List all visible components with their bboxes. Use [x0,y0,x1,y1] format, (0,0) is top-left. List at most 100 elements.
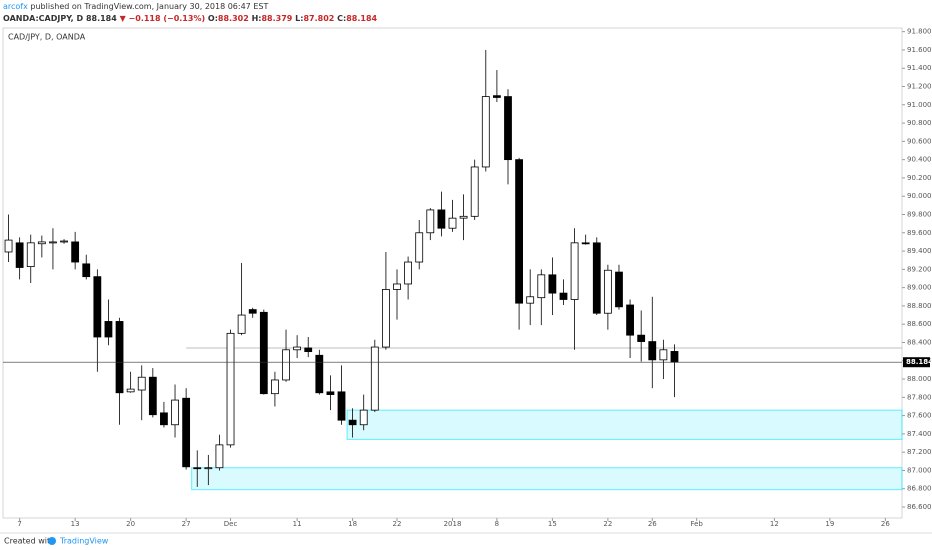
candle-body [4,239,13,253]
candle-body [537,274,546,299]
candle-body [670,351,679,363]
candle-body [259,311,268,395]
footer-brand[interactable]: TradingView [59,537,109,546]
x-tick-label: 13 [71,520,80,528]
y-tick-label: 88.800 [907,302,932,310]
candle-body [504,96,512,161]
y-tick-label: 90.200 [907,174,932,182]
candle-body [104,321,113,338]
y-tick-label: 90.800 [907,119,932,127]
x-tick-label: 22 [393,520,402,528]
candle-body [126,388,135,393]
y-tick-label: 89.000 [907,284,932,292]
candle-body [26,242,35,268]
y-tick-label: 90.400 [907,156,932,164]
candle-body [182,397,191,468]
candle-body [215,444,224,469]
ohlc-label: H: [251,14,262,23]
x-tick-label: 8 [495,520,499,528]
y-tick-label: 87.600 [907,412,932,420]
y-tick-label: 87.800 [907,393,932,401]
x-tick-label: 26 [881,520,890,528]
candle-body [526,296,535,304]
candle-body [171,399,179,426]
author[interactable]: arcofx [3,2,28,11]
candle-body [148,376,157,416]
y-tick-label: 88.000 [907,375,932,383]
candle-body [237,314,246,334]
candle-body [115,321,124,394]
candle-body [492,95,501,98]
x-tick-label: 20 [126,520,135,528]
change: ▼ −0.118 (−0.13%) [119,14,206,23]
candle-body [93,276,102,338]
x-tick-label: 22 [603,520,612,528]
candle-body [82,263,91,278]
candle-body [326,391,335,395]
y-tick-label: 88.600 [907,320,932,328]
x-tick-label: Feb [690,520,703,528]
candle-body [315,354,324,394]
candle-body [193,467,202,470]
candle-body [648,341,657,361]
y-tick-label: 91.600 [907,46,932,54]
candle-body [293,346,302,351]
x-tick-label: 12 [770,520,779,528]
y-tick-label: 91.000 [907,101,932,109]
y-tick-label: 89.600 [907,229,932,237]
ohlc: O:88.302 H:88.379 L:87.802 C:88.184 [208,14,377,23]
candle-body [459,215,468,219]
last: 88.184 [85,14,117,23]
chart-title: CAD/JPY, D, OANDA [8,33,86,42]
candle-body [248,309,257,314]
y-tick-label: 91.200 [907,83,932,91]
symbol: OANDA:CADJPY, D [3,14,84,23]
candle-body [559,292,568,300]
x-tick-label: 11 [293,520,302,528]
candle-body [481,96,490,168]
candle-body [226,332,235,446]
y-tick-label: 90.600 [907,137,932,145]
y-tick-label: 89.800 [907,210,932,218]
ohlc-label: O: [207,14,218,23]
candle-body [282,349,290,381]
candle-body [515,159,523,304]
x-tick-label: 2018 [444,520,462,528]
candle-body [581,242,590,245]
ohlc-value: 88.302 [217,14,249,23]
candle-body [415,232,424,263]
candle-body [49,241,57,244]
candle-body [603,269,612,314]
candle-body [470,166,479,217]
y-tick-label: 86.600 [907,503,932,511]
y-tick-label: 91.800 [907,28,932,36]
candle-body [637,334,646,342]
candle-body [570,242,579,300]
y-tick-label: 87.200 [907,448,932,456]
footer-created: Created with [4,537,55,546]
published: published on TradingView.com, January 30… [27,2,269,11]
candle-body [592,242,601,314]
ohlc-value: 87.802 [303,14,335,23]
candle-body [60,240,68,243]
zone [191,467,903,491]
y-tick-label: 86.800 [907,485,932,493]
candle-body [393,283,401,290]
x-tick-label: Dec [224,520,238,528]
candle-body [137,376,146,391]
x-tick-label: 19 [825,520,834,528]
y-tick-label: 91.400 [907,64,932,72]
candle-body [37,241,46,245]
last-price-label: 88.184 [906,358,932,366]
plot-frame [2,27,903,519]
candle-body [204,467,213,470]
candle-body [71,241,80,263]
last-price-box [903,357,930,368]
logo [48,537,56,545]
candle-body [615,271,623,308]
candle-body [359,409,368,426]
x-tick-label: 27 [182,520,191,528]
candle-body [404,261,413,285]
x-tick-label: 26 [648,520,657,528]
